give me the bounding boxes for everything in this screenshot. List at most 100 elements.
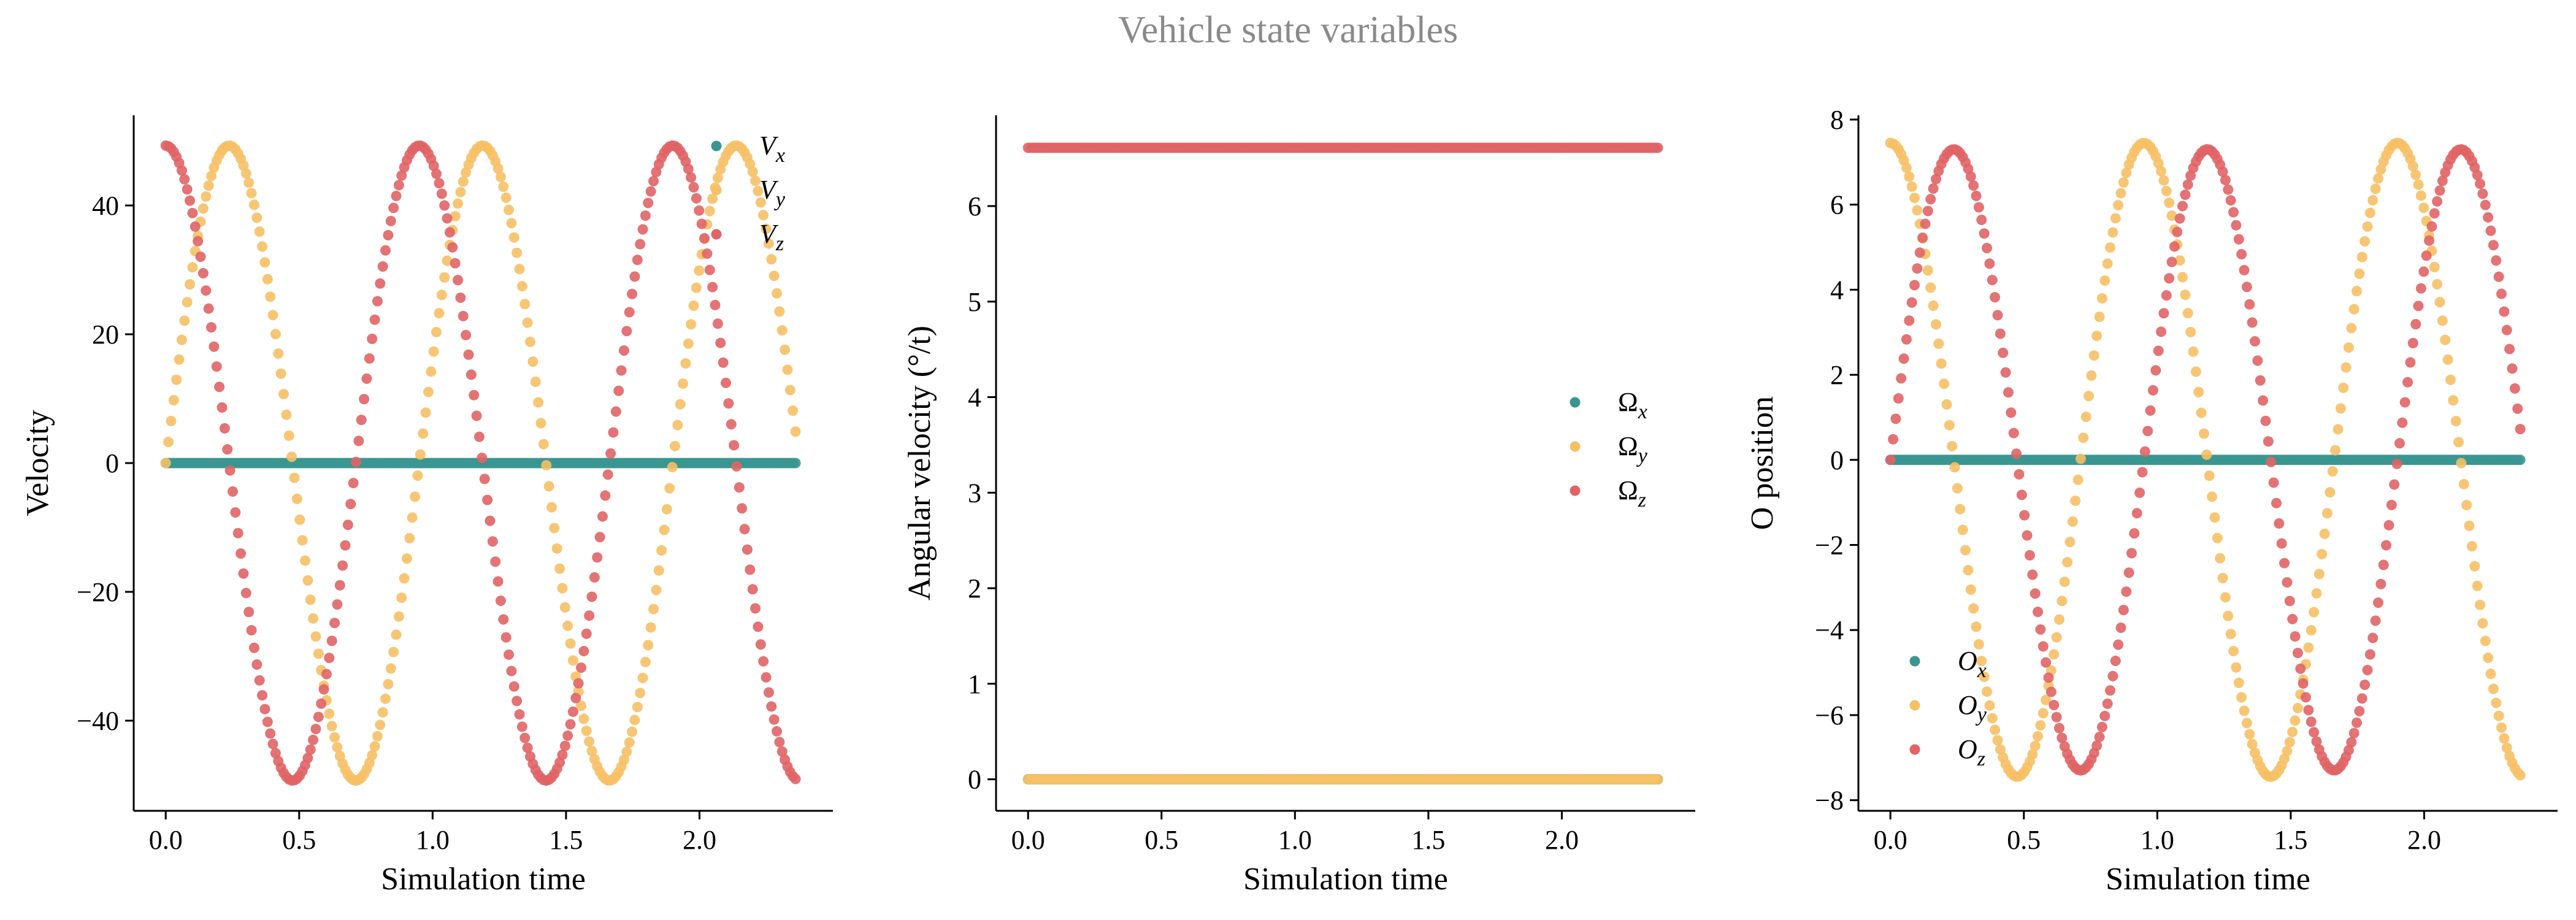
data-point [761,672,772,683]
x-tick-label: 1.5 [549,825,583,855]
data-point [1893,393,1904,404]
x-tick-label: 1.5 [2274,825,2307,855]
data-point [224,465,236,476]
data-point [246,625,257,636]
data-point [621,746,632,757]
data-point [1982,686,1993,697]
data-point [2477,188,2488,199]
data-point [171,374,182,385]
data-point [2051,711,2062,723]
data-point [2410,169,2421,180]
data-point [651,585,662,596]
data-point [469,389,480,401]
data-point [2499,733,2510,744]
data-point [648,604,659,615]
data-point [2099,275,2110,286]
data-point [627,288,638,299]
data-point [2059,577,2070,588]
data-point [516,281,527,292]
data-point [383,229,394,240]
data-point [2461,500,2472,511]
data-point [672,420,683,431]
data-point [2115,188,2126,199]
data-point [2027,749,2038,760]
data-point [2485,225,2496,236]
data-point [232,527,243,539]
data-point [726,419,737,430]
data-point [281,409,292,420]
data-point [2464,520,2475,531]
data-point [500,632,512,643]
data-point [259,257,270,268]
data-point [197,267,209,278]
data-point [1982,243,1993,254]
data-point [610,406,621,417]
data-point [2359,680,2371,691]
data-point [2086,370,2097,381]
data-point [2287,726,2298,737]
data-point [1955,504,1966,515]
data-point [1914,247,1925,258]
legend-subscript: z [775,232,784,255]
data-point [508,232,519,243]
data-point [2011,448,2022,459]
data-point [2223,184,2234,195]
legend-marker [711,140,722,151]
data-point [753,185,764,196]
data-point [522,742,533,753]
data-point [576,662,587,673]
data-point [2292,648,2303,659]
data-point [1944,420,1955,431]
data-point [2282,746,2293,757]
data-point [2113,639,2124,650]
data-point [2057,732,2068,743]
data-point [712,318,723,329]
data-point [2284,737,2295,748]
data-point [265,728,276,739]
data-point [404,533,415,544]
data-point [359,394,370,405]
data-point [2271,497,2282,508]
data-point [506,665,517,677]
data-point [2172,226,2183,237]
legend-subscript: x [775,144,785,167]
data-point [2006,407,2017,418]
data-point [774,306,785,317]
data-point [782,364,793,375]
legend-entry: Vy [759,175,786,211]
data-point [2343,745,2354,756]
data-point [600,490,611,501]
data-point [2121,586,2132,597]
data-point [1992,310,2003,321]
data-point [2301,692,2312,703]
data-point [1965,584,1976,595]
x-tick-label: 1.0 [416,825,450,855]
data-point [2501,324,2512,335]
data-point [2266,456,2277,467]
legend-symbol: Ω [1618,431,1638,461]
data-point [431,168,442,179]
data-point [2070,495,2081,506]
data-point [329,618,340,629]
data-point [753,621,764,632]
data-point [396,170,407,181]
data-point [436,289,447,301]
data-point [2188,346,2199,357]
data-point [2198,428,2209,439]
data-point [2033,607,2044,618]
y-tick-label: 40 [92,191,119,221]
data-point [209,341,220,352]
y-tick-label: 4 [968,383,981,413]
data-point [305,744,316,755]
data-point [428,346,439,357]
data-point [2043,672,2054,683]
data-point [1652,774,1663,785]
data-point [2217,166,2228,177]
legend-marker [1909,700,1920,711]
data-point [2405,357,2416,368]
legend-marker [1909,656,1920,667]
data-point [2309,727,2320,738]
data-point [594,532,605,543]
data-point [2161,290,2172,301]
data-point [2037,641,2049,652]
